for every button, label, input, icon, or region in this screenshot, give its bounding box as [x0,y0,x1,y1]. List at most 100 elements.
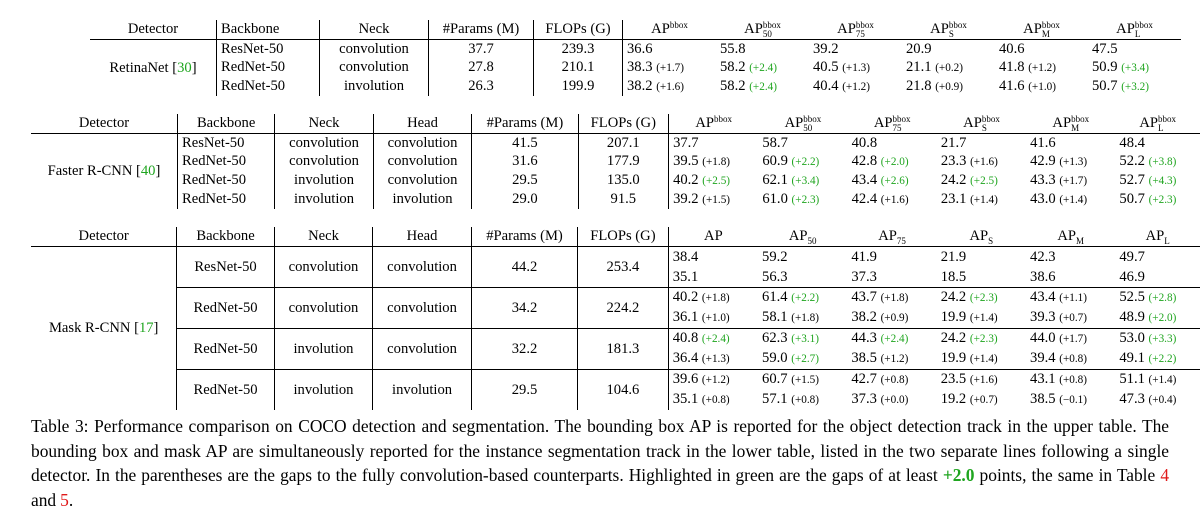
ap-value: 36.1 [672,309,699,326]
ap-gap: (+3.4) [791,174,820,187]
ap-gap: (+0.4) [1148,394,1177,407]
ap-value: 61.4 [762,289,788,306]
ap-gap: (+2.4) [749,61,777,74]
ap-gap: (+1.7) [656,61,684,74]
ap-superscript: bbox [669,19,688,30]
ap-gap: (+2.2) [791,292,819,305]
ap-scripts: L [1164,228,1170,246]
ap-gap: (+1.2) [880,353,909,366]
table-row: RetinaNet [30] ResNet-50 convolution 37.7 23… [90,39,1181,76]
ap-value: 42.9 [1030,152,1056,169]
mask-ap-cell: 46.9 [1115,267,1200,288]
ap-subscript: L [1134,28,1141,39]
ap-value: 21.8 [906,77,932,94]
backbone-cell: ResNet-50 [176,133,275,152]
ap-superscript: bbox [1158,113,1177,124]
ap-gap: (+1.5) [791,374,819,387]
ap-cell: 41.8 (+1.2) [995,58,1088,77]
ap-cell: 50.9 (+3.4) [1088,58,1181,77]
col-header: Detector [78,228,129,245]
col-header-ap: AP bbox [668,114,759,134]
ap-superscript: bbox [855,19,874,30]
ap-value: 19.2 [940,391,967,408]
ap-cell: 53.0 (+3.3) [1115,327,1200,349]
ap-value: 57.1 [762,391,788,408]
ap-scripts: bbox [669,19,688,39]
ap-value: 38.4 [672,248,699,265]
col-header: Backbone [216,20,320,40]
ap-label: AP [704,228,723,245]
ap-value: 55.8 [720,40,746,57]
ap-value: 58.7 [762,134,788,151]
head-cell: convolution [372,246,472,288]
ap-label: AP [963,115,982,131]
citation: 17 [138,320,154,337]
ap-value: 49.1 [1119,350,1145,367]
ap-cell: 21.8 (+0.9) [902,77,995,96]
params-cell: 26.3 [428,76,534,96]
caption-threshold: +2.0 [942,465,975,485]
ap-cell: 41.6 [1026,133,1115,152]
ap-value: 36.6 [627,40,653,57]
table-faster-block: Detector Backbone Neck Head #Params (M) FLOPs… [31,114,1200,209]
table-faster-rcnn: Detector Backbone Neck Head #Params (M) FLOPs… [31,114,1200,209]
ap-cell: 40.2 (+2.5) [668,170,759,190]
ap-label: AP [1052,115,1072,131]
head-cell: convolution [372,133,472,152]
ap-cell: 42.3 [1026,246,1115,267]
table-row-bbox: RedNet-50 involution involution 29.5 104.6 39… [31,368,1200,410]
caption-ref-table-5[interactable]: 5 [60,489,69,510]
ap-gap: (+1.6) [970,155,998,168]
ap-label: AP [878,228,897,244]
ap-value: 38.5 [851,350,877,367]
ap-superscript: bbox [981,113,1000,124]
col-header-ap: AP bbox [622,19,716,40]
ap-value: 60.9 [762,152,788,169]
ap-value: 41.8 [999,58,1025,75]
caption-end: . [68,489,74,510]
mask-ap-cell: 37.3 (+0.0) [847,390,936,410]
col-header-ap: AP bbox L [1088,20,1181,39]
ap-label: AP [784,115,804,131]
ap-superscript: bbox [1071,113,1090,124]
ap-scripts: bbox S [949,20,967,39]
ap-gap: (+1.4) [1148,374,1177,387]
ap-superscript: bbox [803,113,822,124]
ap-gap: (+1.6) [656,80,684,93]
ap-value: 40.8 [851,134,878,151]
ap-label: AP [1023,21,1042,37]
ap-value: 21.9 [940,248,967,265]
neck-cell: involution [274,170,374,190]
ap-label: AP [1057,228,1076,244]
ap-scripts: bbox L [1158,113,1177,133]
ap-value: 35.1 [672,391,699,408]
params-cell: 37.7 [428,39,534,58]
ap-value: 59.0 [762,350,788,367]
ap-value: 21.1 [906,58,932,75]
caption-text-1: Performance comparison on COCO detection… [31,416,1170,485]
mask-ap-cell: 58.1 (+1.8) [758,308,847,329]
ap-gap: (+2.0) [880,155,909,168]
ap-value: 46.9 [1119,268,1145,285]
mask-ap-cell: 35.1 (+0.8) [667,389,759,410]
ap-cell: 59.2 [758,246,847,267]
table-row-mask: 35.1 (+0.8) 57.1 (+0.8) 37.3 (+0.0) 19.2 (+… [31,389,1200,410]
ap-gap: (+2.3) [969,292,998,305]
ap-value: 23.1 [940,190,967,207]
ap-value: 50.7 [1119,190,1145,207]
ap-label: AP [744,21,763,37]
caption-ref-table-4[interactable]: 4 [1160,465,1170,485]
col-header: FLOPs (G) [533,20,623,40]
ap-value: 38.2 [851,309,877,326]
ap-value: 38.6 [1030,268,1056,285]
ap-value: 43.3 [1030,171,1056,188]
ap-value: 62.1 [762,171,788,188]
flops-cell: 177.9 [577,151,669,171]
ap-label: AP [695,115,715,131]
ap-value: 43.7 [851,289,877,306]
ap-cell: 44.0 (+1.7) [1026,327,1116,349]
table-mask-block: Detector Backbone Neck Head #Params (M) FLOPs… [31,227,1200,410]
ap-value: 40.8 [672,330,699,347]
ap-cell: 42.8 (+2.0) [848,152,937,171]
col-header-ap: AP bbox M [995,20,1088,39]
